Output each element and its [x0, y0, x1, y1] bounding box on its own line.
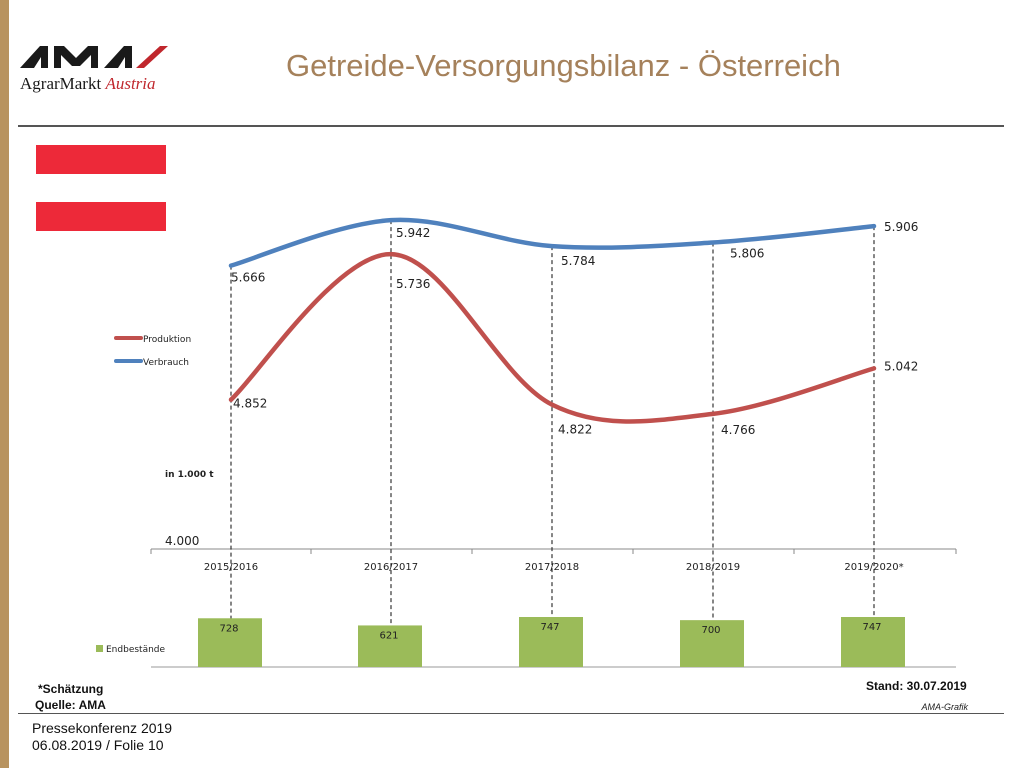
- slide-footer: Pressekonferenz 2019 06.08.2019 / Folie …: [32, 720, 172, 754]
- side-accent-bar: [0, 0, 9, 768]
- bar-endbestaende-1: [358, 625, 422, 667]
- label-verbrauch-0: 5.666: [231, 271, 265, 285]
- point-verbrauch-2: [550, 244, 554, 249]
- bar-endbestaende-0: [198, 618, 262, 667]
- legend-verbrauch-label: Verbrauch: [143, 358, 189, 368]
- point-verbrauch-0: [229, 263, 233, 268]
- bar-endbestaende-4: [841, 617, 905, 667]
- bar-endbestaende-2: [519, 617, 583, 667]
- logo-wordmark: AgrarMarkt Austria: [20, 74, 156, 94]
- grafik-credit: AMA-Grafik: [921, 702, 968, 712]
- logo-text-austria: Austria: [105, 74, 156, 93]
- point-produktion-2: [550, 402, 554, 407]
- category-label-0: 2015/2016: [204, 562, 258, 573]
- category-label-4: 2019/2020*: [844, 562, 903, 573]
- bar-label-0: 728: [219, 623, 238, 634]
- footer-divider: [18, 713, 1004, 714]
- point-verbrauch-4: [872, 224, 876, 229]
- bar-endbestaende-3: [680, 620, 744, 667]
- category-label-3: 2018/2019: [686, 562, 740, 573]
- bar-label-4: 747: [862, 622, 881, 633]
- point-produktion-3: [711, 411, 715, 416]
- footnote-source: Quelle: AMA: [35, 698, 106, 712]
- footer-line-2: 06.08.2019 / Folie 10: [32, 737, 164, 753]
- legend-endbestaende-swatch: [96, 645, 103, 652]
- point-produktion-4: [872, 366, 876, 371]
- status-date: Stand: 30.07.2019: [866, 679, 967, 693]
- category-label-1: 2016/2017: [364, 562, 418, 573]
- austria-flag-icon: [36, 145, 166, 231]
- label-produktion-3: 4.766: [721, 423, 755, 437]
- category-label-2: 2017/2018: [525, 562, 579, 573]
- label-verbrauch-3: 5.806: [730, 247, 764, 261]
- bar-label-3: 700: [701, 625, 720, 636]
- point-produktion-1: [389, 252, 393, 257]
- y-axis-label: in 1.000 t: [165, 470, 214, 480]
- point-verbrauch-3: [711, 240, 715, 245]
- ama-logo-icon: [20, 46, 168, 68]
- point-produktion-0: [229, 397, 233, 402]
- bar-label-2: 747: [540, 622, 559, 633]
- footnote-estimate: *Schätzung: [38, 682, 104, 696]
- point-verbrauch-1: [389, 218, 393, 223]
- label-verbrauch-4: 5.906: [884, 220, 918, 234]
- footer-line-1: Pressekonferenz 2019: [32, 720, 173, 736]
- series-line-verbrauch: [228, 217, 877, 268]
- series-line-produktion: [228, 251, 877, 424]
- label-produktion-2: 4.822: [558, 423, 592, 437]
- label-produktion-4: 5.042: [884, 359, 918, 373]
- label-produktion-1: 5.736: [396, 277, 430, 291]
- header-divider: [18, 125, 1004, 127]
- page-title: Getreide-Versorgungsbilanz - Österreich: [286, 48, 841, 83]
- label-verbrauch-2: 5.784: [561, 254, 595, 268]
- label-verbrauch-1: 5.942: [396, 226, 430, 240]
- legend-produktion-label: Produktion: [143, 335, 191, 345]
- legend-endbestaende-label: Endbestände: [106, 645, 166, 655]
- logo-text-agrarmarkt: AgrarMarkt: [20, 74, 102, 93]
- y-axis-min-label: 4.000: [165, 534, 199, 548]
- bar-label-1: 621: [379, 630, 398, 641]
- label-produktion-0: 4.852: [233, 397, 267, 411]
